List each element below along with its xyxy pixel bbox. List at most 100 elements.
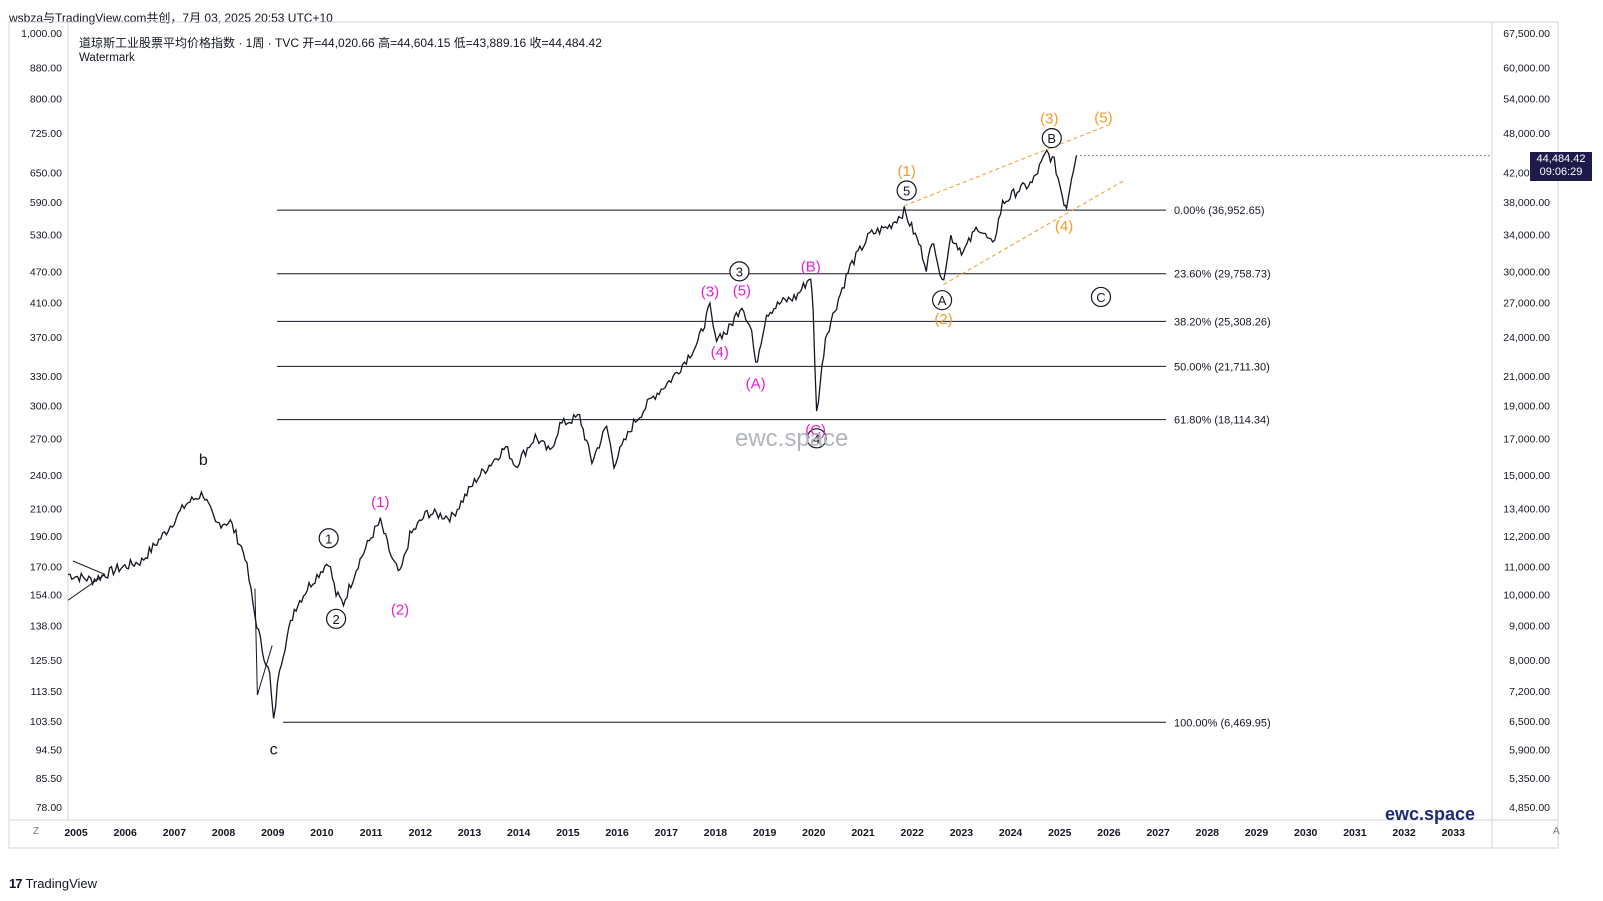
x-axis-tick: 2014 <box>507 827 531 839</box>
legend-title: 道琼斯工业股票平均价格指数 · 1周 · TVC 开=44,020.66 高=4… <box>79 36 602 50</box>
right-axis-tick: 38,000.00 <box>1503 197 1550 209</box>
right-axis-tick: 9,000.00 <box>1509 620 1550 632</box>
x-axis-tick: 2019 <box>753 827 777 839</box>
x-axis-tick: 2031 <box>1343 827 1367 839</box>
wave-label: A <box>938 293 947 308</box>
left-axis-tick: 113.50 <box>31 686 62 698</box>
wave-label: (4) <box>1055 218 1073 235</box>
right-axis-tick: 8,000.00 <box>1509 655 1550 667</box>
x-axis-tick: 2015 <box>556 827 580 839</box>
left-axis-tick: 210.00 <box>30 503 62 515</box>
right-axis-tick: 19,000.00 <box>1503 401 1550 413</box>
wave-label: (1) <box>897 163 915 180</box>
left-axis-tick: 85.50 <box>36 773 62 785</box>
x-axis-tick: 2006 <box>114 827 138 839</box>
x-axis-tick: 2018 <box>704 827 728 839</box>
channel-line <box>904 123 1111 207</box>
wave-label: 2 <box>332 612 339 627</box>
auto-scale-button[interactable]: A <box>1553 826 1560 837</box>
wave-circle-marker <box>318 528 339 549</box>
left-axis-tick: 330.00 <box>30 371 62 383</box>
x-axis-tick: 2022 <box>901 827 925 839</box>
x-axis-tick: 2008 <box>212 827 236 839</box>
wave-circle-marker <box>1041 128 1062 149</box>
right-axis-tick: 17,000.00 <box>1503 433 1550 445</box>
fib-level-label: 38.20% (25,308.26) <box>1174 316 1271 328</box>
center-watermark: ewc.space <box>735 425 849 452</box>
wave-label: C <box>1096 290 1105 305</box>
x-axis-tick: 2023 <box>950 827 974 839</box>
fib-level-label: 100.00% (6,469.95) <box>1174 717 1271 729</box>
x-axis-tick: 2021 <box>851 827 875 839</box>
left-axis-tick: 800.00 <box>30 94 62 106</box>
wave-label: (2) <box>934 311 952 328</box>
wave-label: 4 <box>813 431 820 446</box>
left-axis-tick: 1,000.00 <box>21 28 62 40</box>
wave-label: (4) <box>711 344 729 361</box>
x-axis-tick: 2016 <box>605 827 629 839</box>
x-axis-tick: 2011 <box>360 827 383 839</box>
left-axis-tick: 138.00 <box>30 620 62 632</box>
right-axis-tick: 4,850.00 <box>1509 802 1550 814</box>
left-axis-tick: 103.50 <box>30 716 62 728</box>
wave-label: (5) <box>733 283 751 300</box>
wave-label: (5) <box>1094 110 1112 127</box>
wave-label: B <box>1047 131 1056 146</box>
right-axis-tick: 5,900.00 <box>1509 744 1550 756</box>
wave-circle-marker <box>896 180 917 201</box>
left-axis-tick: 370.00 <box>30 332 62 344</box>
left-axis-tick: 270.00 <box>30 433 62 445</box>
left-axis-tick: 725.00 <box>30 128 62 140</box>
fib-level-label: 50.00% (21,711.30) <box>1174 361 1270 373</box>
tradingview-wordmark[interactable]: TradingView <box>25 876 98 891</box>
last-price-value: 44,484.42 <box>1536 153 1586 165</box>
wave-label: (A) <box>746 375 766 392</box>
wave-circle-marker <box>1090 286 1112 308</box>
wave-label: 1 <box>325 531 332 546</box>
triangle-upper <box>72 560 106 575</box>
x-axis-tick: 2030 <box>1294 827 1318 839</box>
right-axis-tick: 24,000.00 <box>1503 332 1550 344</box>
right-axis-tick: 48,000.00 <box>1503 128 1550 140</box>
tradingview-logo-icon[interactable]: 17 <box>9 876 23 891</box>
x-axis-tick: 2009 <box>261 827 285 839</box>
wave-label: (C) <box>805 422 826 439</box>
wave-circle-marker <box>729 261 750 282</box>
wave-label: 5 <box>903 184 910 199</box>
x-axis-tick: 2010 <box>310 827 334 839</box>
left-axis-tick: 650.00 <box>30 167 62 179</box>
right-axis-tick: 67,500.00 <box>1503 28 1550 40</box>
chart-frame <box>8 21 1559 849</box>
right-axis-tick: 6,500.00 <box>1509 716 1550 728</box>
right-axis-tick: 21,000.00 <box>1503 371 1550 383</box>
bar-countdown: 09:06:29 <box>1539 166 1583 178</box>
wave-label: (2) <box>391 601 409 618</box>
right-axis-tick: 7,200.00 <box>1509 686 1550 698</box>
fib-level-label: 0.00% (36,952.65) <box>1174 205 1265 217</box>
left-axis-tick: 154.00 <box>30 589 62 601</box>
left-axis-tick: 170.00 <box>30 561 62 573</box>
left-axis-tick: 240.00 <box>30 470 62 482</box>
left-axis-tick: 78.00 <box>36 802 62 814</box>
left-axis-tick: 300.00 <box>30 401 62 413</box>
last-price-tag: 44,484.42 09:06:29 <box>1530 152 1592 181</box>
wave-circle-marker <box>931 290 953 311</box>
left-axis-tick: 590.00 <box>30 197 62 209</box>
price-series-line[interactable] <box>67 148 1078 719</box>
x-axis-tick: 2026 <box>1097 827 1121 839</box>
x-axis-tick: 2012 <box>409 827 433 839</box>
zoom-button[interactable]: Z <box>33 826 40 837</box>
right-axis-tick: 30,000.00 <box>1503 266 1550 278</box>
legend-watermark: Watermark <box>79 52 135 64</box>
wave-label: (3) <box>1040 110 1058 127</box>
wave-circle-marker <box>806 428 827 449</box>
brand-watermark: ewc.space <box>1385 804 1476 824</box>
left-axis-tick: 410.00 <box>30 297 62 309</box>
x-axis-tick: 2007 <box>163 827 187 839</box>
x-axis-tick: 2005 <box>64 827 88 839</box>
wave-label: (1) <box>371 494 389 511</box>
right-axis-tick: 60,000.00 <box>1503 63 1550 75</box>
right-axis-tick: 27,000.00 <box>1503 297 1550 309</box>
right-axis-tick: 54,000.00 <box>1503 94 1550 106</box>
